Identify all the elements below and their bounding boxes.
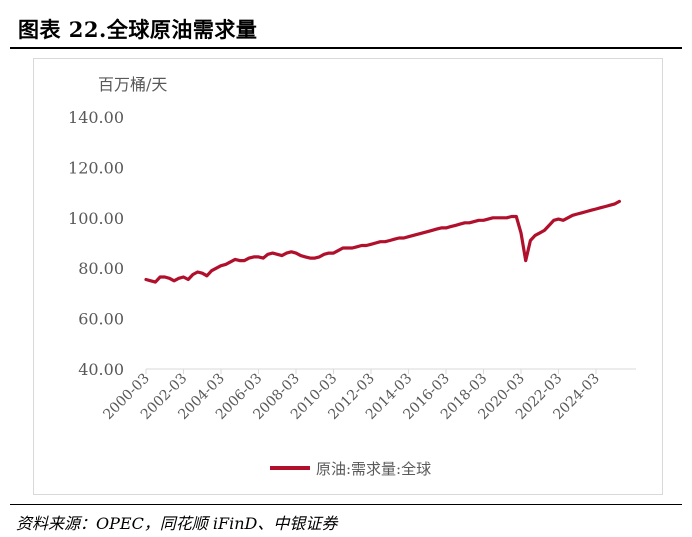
y-axis-unit-label: 百万桶/天 [98,75,167,94]
x-axis: 2000-032002-032004-032006-032008-032010-… [100,368,636,423]
line-chart: 百万桶/天 140.00120.00100.0080.0060.0040.00 … [68,75,636,478]
chart-frame: 百万桶/天 140.00 120.00 100.00 80.00 60.00 40.00 … [33,58,663,495]
y-tick-label: 40.00 [78,360,124,379]
y-tick-label: 80.00 [78,259,124,278]
source-rule [10,504,682,505]
y-tick-label: 140.00 [68,108,124,127]
legend: 原油:需求量:全球 [270,460,431,478]
series-group [144,199,622,284]
y-tick-label: 60.00 [78,310,124,329]
figure-title: 图表 22.全球原油需求量 [18,17,258,42]
y-tick-label: 100.00 [68,209,124,228]
series-line-global-oil-demand [144,199,622,284]
y-axis: 140.00 120.00 100.00 80.00 60.00 40.00 [68,108,124,379]
source-note: 资料来源：OPEC，同花顺 iFinD、中银证券 [16,514,338,533]
y-tick-label: 120.00 [68,158,124,177]
title-rule [10,47,682,49]
legend-label: 原油:需求量:全球 [316,460,431,478]
